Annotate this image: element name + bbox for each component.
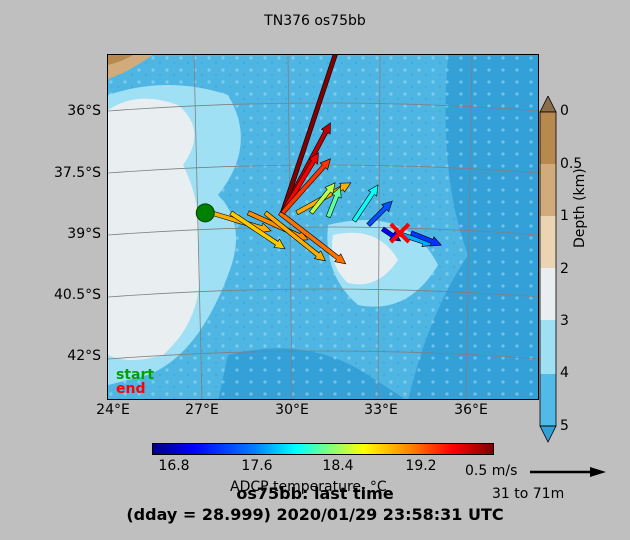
- lon-label-30: 30°E: [275, 402, 309, 418]
- velocity-arrow-16: [410, 230, 442, 247]
- temp-tick-18-4: 18.4: [322, 458, 354, 474]
- velocity-arrow-1: [229, 210, 286, 250]
- scale-arrow: [530, 467, 606, 477]
- depth-tick-5: 5: [560, 418, 569, 434]
- last-time-line-2: (dday = 28.999) 2020/01/29 23:58:31 UTC: [126, 505, 504, 524]
- depth-tick-3: 3: [560, 313, 569, 329]
- start-legend-label: start: [116, 367, 155, 383]
- temp-tick-19-2: 19.2: [405, 458, 437, 474]
- plateau-west: [108, 98, 200, 361]
- scale-label: 0.5 m/s: [465, 463, 518, 479]
- land-corner-inner: [108, 55, 133, 65]
- depth-colorbar-bottom-cap: [539, 425, 557, 443]
- lon-label-24: 24°E: [96, 402, 130, 418]
- velocity-arrow-13: [366, 200, 393, 227]
- depth-band-5: [540, 374, 556, 426]
- temp-tick-16-8: 16.8: [158, 458, 190, 474]
- temperature-colorbar-title: ADCP temperature, °C: [230, 479, 387, 495]
- depth-tick-0: 0: [560, 103, 569, 119]
- depth-colorbar-top-cap: [539, 96, 557, 113]
- depth-tick-4: 4: [560, 365, 569, 381]
- lon-label-36: 36°E: [454, 402, 488, 418]
- depth-band-1: [540, 164, 556, 216]
- depth-band-2: [540, 216, 556, 268]
- depth-tick-1: 1: [560, 208, 569, 224]
- lon-label-27: 27°E: [185, 402, 219, 418]
- depth-colorbar: [539, 96, 557, 443]
- depth-band-3: [540, 268, 556, 320]
- lat-label-39: 39°S: [67, 226, 101, 242]
- lat-label-40-5: 40.5°S: [53, 287, 101, 303]
- depth-range-label: 31 to 71m: [492, 486, 565, 502]
- lat-label-42: 42°S: [67, 348, 101, 364]
- velocity-arrow-4: [277, 210, 347, 265]
- depth-band-0: [540, 112, 556, 164]
- last-time-line-1: os75bb: last time: [236, 484, 394, 503]
- figure-title: TN376 os75bb: [264, 13, 366, 29]
- start-marker[interactable]: [195, 203, 215, 223]
- velocity-arrow-10: [308, 182, 336, 215]
- temp-tick-17-6: 17.6: [241, 458, 273, 474]
- velocity-arrow-8: [280, 158, 331, 215]
- depth-tick-0-5: 0.5: [560, 156, 583, 172]
- lat-label-37-5: 37.5°S: [53, 165, 101, 181]
- graticule: [108, 55, 538, 399]
- velocity-arrow-11: [325, 186, 342, 219]
- lat-label-36: 36°S: [67, 103, 101, 119]
- plateau-center: [332, 232, 398, 285]
- depth-band-4: [540, 320, 556, 374]
- velocity-arrow-12: [351, 184, 379, 223]
- end-marker[interactable]: [389, 222, 411, 244]
- temperature-colorbar: [152, 443, 494, 455]
- lon-label-33: 33°E: [364, 402, 398, 418]
- velocity-arrow-3: [263, 210, 326, 262]
- velocity-arrow-6: [280, 55, 338, 214]
- end-legend-label: end: [116, 381, 146, 397]
- velocity-arrow-7: [280, 152, 319, 215]
- velocity-vectors: [210, 55, 442, 265]
- map-plot-area[interactable]: [107, 54, 539, 400]
- depth-colorbar-title: Depth (km): [572, 168, 588, 248]
- depth-tick-2: 2: [560, 261, 569, 277]
- map-svg: [108, 55, 538, 399]
